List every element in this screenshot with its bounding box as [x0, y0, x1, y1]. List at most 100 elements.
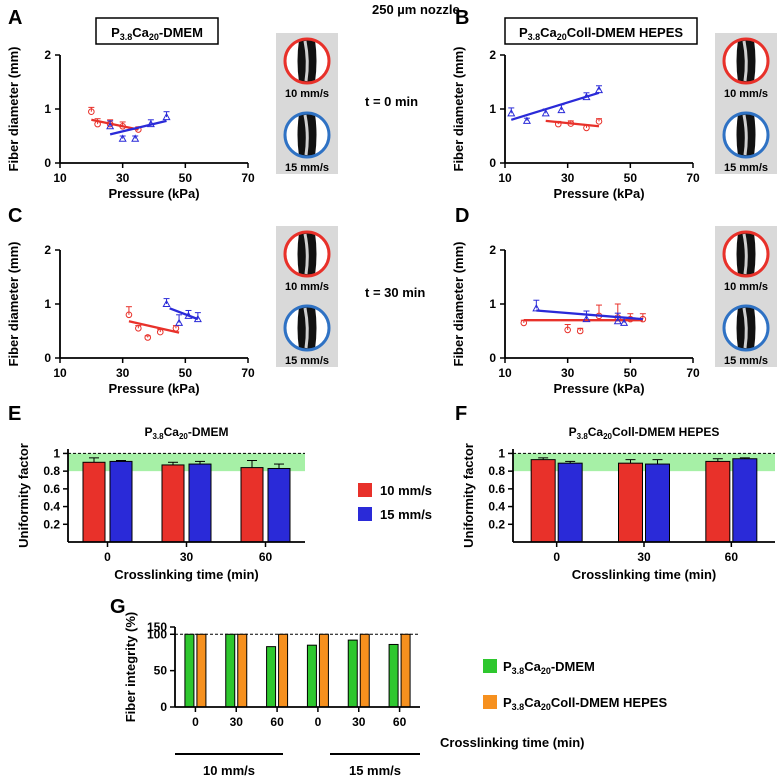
x-tick-label: 30	[561, 171, 575, 185]
bar-red	[530, 459, 556, 543]
micrograph-ring	[283, 111, 331, 159]
y-tick-label: 0.8	[43, 464, 60, 478]
x-tick-label: 0	[553, 550, 560, 564]
data-point-blue	[162, 299, 171, 307]
data-point-blue	[131, 134, 140, 142]
data-point-red	[88, 108, 95, 115]
fiber-image-panel: 10 mm/s 15 mm/s	[276, 33, 338, 174]
legend-label-coll: P3.8Ca20Coll-DMEM HEPES	[503, 695, 667, 712]
x-tick-label: 30	[352, 715, 366, 729]
bar-blue	[557, 462, 583, 543]
chart-title-A: P3.8Ca20-DMEM	[111, 25, 203, 42]
data-point-red	[595, 118, 603, 125]
legend-swatch-10	[358, 483, 372, 497]
legend-label-dmem: P3.8Ca20-DMEM	[503, 659, 595, 676]
micrograph-speed-label: 10 mm/s	[724, 88, 768, 100]
fiber-highlight	[303, 40, 309, 82]
x-tick-label: 60	[725, 550, 739, 564]
x-axis-label-B: Pressure (kPa)	[553, 186, 644, 201]
legend-label-10: 10 mm/s	[380, 483, 432, 498]
bar-red	[161, 464, 185, 543]
micrograph-speed-label: 10 mm/s	[724, 281, 768, 293]
bar-green	[266, 646, 277, 708]
fiber-highlight	[303, 307, 309, 349]
y-tick-label: 0	[160, 700, 167, 714]
x-tick-label: 50	[624, 171, 638, 185]
x-tick-label: 0	[315, 715, 322, 729]
x-tick-label: 60	[393, 715, 407, 729]
y-axis-label-E: Uniformity factor	[16, 443, 31, 548]
fiber-image-panel: 10 mm/s 15 mm/s	[715, 226, 777, 367]
bar-blue	[645, 463, 670, 543]
bar-orange	[400, 633, 411, 708]
micrograph-ring	[722, 230, 770, 278]
data-point-red	[564, 326, 571, 334]
x-tick-label: 50	[179, 171, 193, 185]
bar-green	[184, 633, 195, 708]
fit-line-red	[91, 118, 139, 131]
y-tick-label: 50	[154, 664, 168, 678]
micrograph-speed-label: 15 mm/s	[285, 355, 329, 367]
data-point-red	[135, 325, 142, 332]
panel-letter-A: A	[8, 7, 22, 29]
data-point-blue	[162, 112, 171, 121]
group-label: 15 mm/s	[349, 763, 401, 778]
x-tick-label: 10	[498, 366, 512, 380]
micrograph-speed-label: 10 mm/s	[285, 88, 329, 100]
x-tick-label: 60	[270, 715, 284, 729]
x-tick-label: 30	[116, 366, 130, 380]
group-label: 10 mm/s	[203, 763, 255, 778]
micrograph-ring	[283, 304, 331, 352]
x-axis-label-C: Pressure (kPa)	[108, 381, 199, 396]
fiber-highlight	[303, 233, 309, 275]
y-tick-label: 0.6	[43, 482, 60, 496]
data-point-blue	[613, 316, 622, 325]
fit-line-blue	[109, 119, 167, 136]
bar-blue	[267, 467, 291, 543]
time-label-0: t = 0 min	[365, 94, 418, 109]
fiber-highlight	[742, 114, 748, 156]
y-tick-label: 100	[147, 627, 167, 641]
legend-swatch-dmem	[483, 659, 497, 673]
chart-title-B: P3.8Ca20Coll-DMEM HEPES	[519, 25, 683, 42]
panel-letter-E: E	[8, 403, 21, 425]
y-axis-label-D: Fiber diameter (mm)	[451, 242, 466, 367]
data-point-blue	[620, 318, 629, 326]
y-tick-label: 0.6	[488, 482, 505, 496]
nozzle-header: 250 µm nozzle	[372, 2, 460, 17]
y-tick-label: 0	[44, 156, 51, 170]
data-point-blue	[557, 105, 566, 114]
bar-red	[618, 462, 643, 543]
micrograph-ring	[283, 230, 331, 278]
x-axis-label-G: Crosslinking time (min)	[440, 735, 584, 750]
y-tick-label: 0.8	[488, 464, 505, 478]
bar-green	[388, 643, 399, 708]
fiber-highlight	[742, 40, 748, 82]
x-axis-label-D: Pressure (kPa)	[553, 381, 644, 396]
data-point-blue	[106, 121, 115, 130]
micrograph-speed-label: 15 mm/s	[724, 355, 768, 367]
chart-title-E: P3.8Ca20-DMEM	[144, 425, 228, 441]
fiber-highlight	[742, 233, 748, 275]
micrograph-speed-label: 15 mm/s	[724, 162, 768, 174]
panel-letter-G: G	[110, 596, 126, 618]
title-box-A	[95, 17, 219, 45]
fit-line-blue	[169, 307, 199, 321]
data-point-red	[144, 334, 152, 341]
y-tick-label: 0	[489, 351, 496, 365]
y-tick-label: 0	[489, 156, 496, 170]
bar-red	[705, 460, 731, 543]
y-tick-label: 1	[44, 297, 51, 311]
bar-blue	[732, 458, 758, 543]
y-tick-label: 2	[489, 48, 496, 62]
panel-letter-F: F	[455, 403, 467, 425]
x-tick-label: 30	[230, 715, 244, 729]
panel-letter-B: B	[455, 7, 469, 29]
y-tick-label: 2	[489, 243, 496, 257]
y-tick-label: 150	[147, 620, 167, 634]
bar-orange	[237, 633, 248, 708]
bar-green	[347, 639, 358, 708]
x-tick-label: 70	[686, 171, 700, 185]
micrograph-ring	[722, 304, 770, 352]
